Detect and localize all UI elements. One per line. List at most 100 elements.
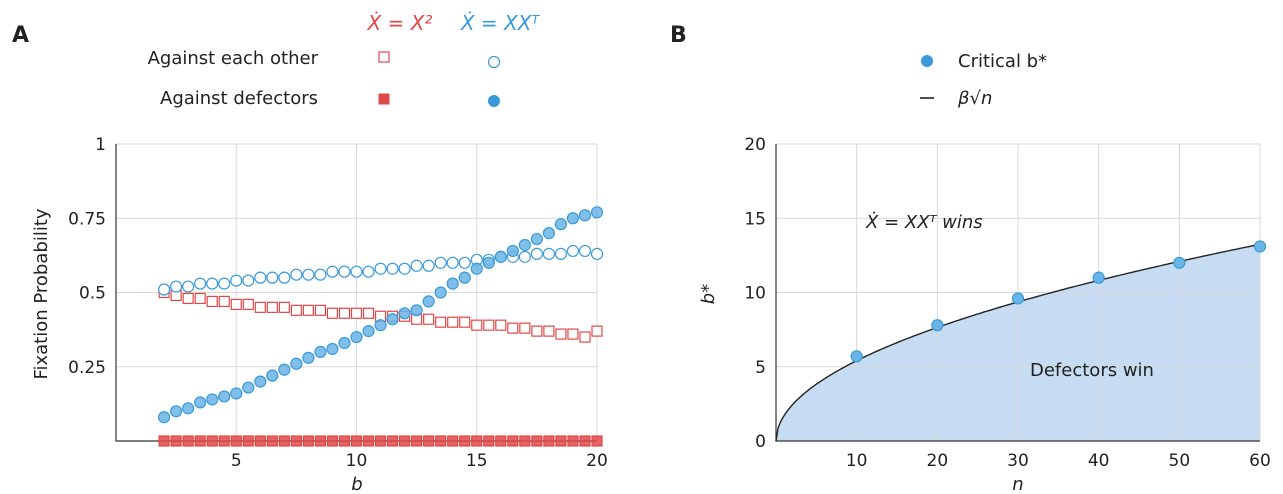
data-point-square bbox=[423, 435, 435, 447]
data-point-square bbox=[302, 435, 314, 447]
data-point-square bbox=[399, 435, 411, 447]
data-point-square bbox=[254, 435, 266, 447]
data-point-square bbox=[242, 298, 254, 310]
data-point-square bbox=[435, 435, 447, 447]
plot-b-ylabel: b* bbox=[698, 284, 719, 304]
data-point-circle bbox=[170, 405, 183, 418]
legend-col-xxt: Ẋ = XXᵀ bbox=[460, 11, 541, 35]
plot-a-xtick: 15 bbox=[466, 451, 488, 471]
plot-b-xtick: 50 bbox=[1169, 451, 1191, 471]
data-point-circle bbox=[434, 256, 447, 269]
data-point-square bbox=[507, 322, 519, 334]
data-point-square bbox=[543, 435, 555, 447]
plot-b-ytick: 20 bbox=[744, 135, 766, 155]
plot-a-ylabel: Fixation Probability bbox=[31, 208, 52, 379]
critical-b-point bbox=[1092, 271, 1105, 284]
data-point-circle bbox=[206, 277, 219, 290]
data-point-square bbox=[350, 307, 363, 319]
critical-b-point bbox=[1011, 292, 1025, 305]
legend-col-x2: Ẋ = X² bbox=[367, 11, 433, 35]
legend-row-each-other: Against each other bbox=[148, 48, 319, 69]
data-point-circle bbox=[350, 265, 363, 278]
critical-b-point bbox=[850, 350, 863, 363]
legend-marker-x2-open-square bbox=[378, 51, 390, 63]
data-point-square bbox=[543, 325, 555, 337]
data-point-square bbox=[158, 435, 170, 447]
data-point-circle bbox=[362, 265, 375, 278]
data-point-square bbox=[579, 435, 591, 447]
panel-a-letter: A bbox=[12, 23, 29, 48]
data-point-square bbox=[326, 307, 339, 319]
plot-a-xlabel: b bbox=[351, 474, 362, 494]
plot-a-ytick: 1 bbox=[95, 135, 106, 155]
panel-b-letter: B bbox=[670, 23, 687, 48]
data-point-square bbox=[555, 435, 567, 447]
data-point-square bbox=[459, 435, 471, 447]
data-point-circle bbox=[182, 280, 195, 293]
critical-b-point bbox=[1173, 256, 1186, 269]
data-point-square bbox=[254, 301, 266, 313]
plot-a-xtick: 5 bbox=[231, 451, 242, 471]
data-point-square bbox=[182, 292, 194, 305]
plot-b-xtick: 30 bbox=[1007, 451, 1029, 471]
plot-b-ytick: 15 bbox=[744, 209, 766, 229]
data-point-square bbox=[230, 298, 242, 310]
data-point-square bbox=[290, 304, 302, 316]
plot-a-xtick: 10 bbox=[346, 451, 368, 471]
data-point-square bbox=[495, 435, 507, 447]
legend-marker-x2-filled-square bbox=[378, 93, 390, 105]
data-point-square bbox=[206, 295, 218, 308]
data-point-circle bbox=[302, 268, 315, 281]
data-point-circle bbox=[158, 411, 171, 424]
data-point-square bbox=[531, 435, 543, 447]
plot-b: 10 20 30 40 50 60 0 5 10 15 20 bbox=[744, 135, 1270, 471]
data-point-circle bbox=[422, 295, 435, 308]
data-point-square bbox=[350, 435, 363, 447]
data-point-circle bbox=[554, 218, 568, 231]
data-point-circle bbox=[218, 277, 231, 290]
data-point-square bbox=[519, 322, 531, 334]
data-point-circle bbox=[290, 357, 303, 370]
data-point-circle bbox=[530, 247, 543, 260]
data-point-circle bbox=[410, 304, 423, 317]
critical-b-point bbox=[931, 319, 944, 332]
data-point-square bbox=[374, 435, 387, 447]
data-point-square bbox=[591, 325, 603, 337]
data-point-circle bbox=[578, 209, 592, 222]
legend-row-defectors: Against defectors bbox=[160, 88, 318, 109]
plot-b-ytick: 0 bbox=[755, 432, 766, 452]
legend-marker-xxt-filled-circle bbox=[488, 95, 500, 107]
data-point-circle bbox=[446, 256, 459, 269]
data-point-square bbox=[242, 435, 254, 447]
data-point-square bbox=[170, 435, 182, 447]
data-point-square bbox=[386, 435, 399, 447]
plot-a-ytick: 0.25 bbox=[68, 358, 106, 378]
data-point-circle bbox=[254, 271, 267, 284]
data-point-circle bbox=[266, 271, 279, 284]
data-point-square bbox=[194, 292, 206, 305]
data-point-circle bbox=[338, 265, 351, 278]
data-point-square bbox=[194, 435, 206, 447]
data-point-circle bbox=[362, 325, 375, 338]
data-point-square bbox=[519, 435, 531, 447]
data-point-circle bbox=[398, 262, 411, 275]
data-point-square bbox=[266, 435, 278, 447]
plot-a-ytick: 0.5 bbox=[79, 284, 106, 304]
data-point-circle bbox=[398, 307, 411, 320]
data-point-square bbox=[435, 316, 447, 328]
data-point-square bbox=[338, 435, 351, 447]
legend-curve-label: β√n bbox=[957, 88, 992, 109]
plot-b-xtick: 60 bbox=[1249, 451, 1271, 471]
data-point-circle bbox=[218, 390, 231, 403]
data-point-square bbox=[579, 331, 591, 343]
data-point-square bbox=[362, 307, 375, 319]
annotation-wins: Ẋ = XXᵀ wins bbox=[865, 212, 983, 233]
data-point-circle bbox=[350, 330, 363, 344]
annotation-defectors: Defectors win bbox=[1030, 360, 1154, 381]
data-point-circle bbox=[302, 351, 315, 364]
data-point-circle bbox=[458, 271, 471, 284]
data-point-square bbox=[447, 316, 459, 328]
data-point-square bbox=[471, 435, 483, 447]
data-point-circle bbox=[434, 286, 447, 299]
data-point-circle bbox=[278, 271, 291, 284]
